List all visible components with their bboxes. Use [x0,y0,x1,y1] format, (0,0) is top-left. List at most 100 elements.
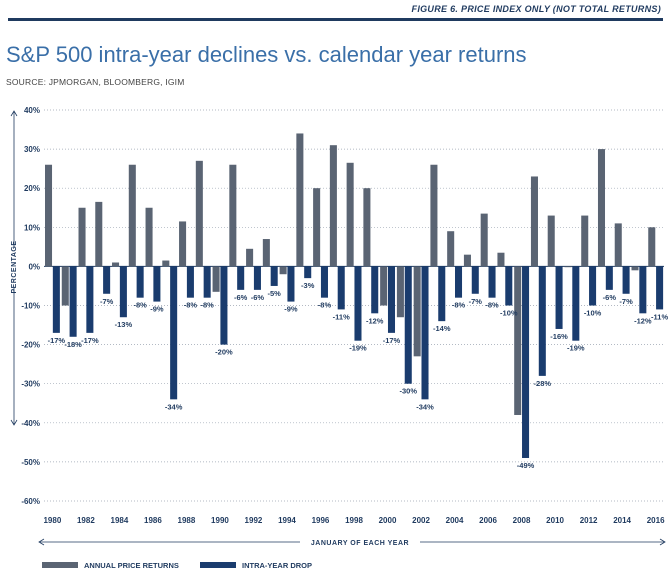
y-tick-label: 30% [24,145,40,154]
bar-annual-return [262,239,270,267]
bar-data-label: -9% [150,305,164,314]
bar-data-label: -9% [284,305,298,314]
x-tick-label: 1988 [178,516,196,525]
bar-intra-year-drop [103,266,111,294]
grid-layer [44,109,664,502]
y-tick-label: -40% [21,419,40,428]
bar-intra-year-drop [371,266,379,314]
bar-intra-year-drop [220,266,228,345]
bar-annual-return [497,252,505,267]
y-tick-label: 0% [28,262,40,271]
y-tick-label: -50% [21,458,40,467]
x-tick-label: 1990 [211,516,229,525]
bar-annual-return [229,164,237,267]
bar-data-label: -30% [399,387,417,396]
bar-annual-return [514,266,522,415]
y-tick-label: 40% [24,106,40,115]
bar-data-label: -34% [165,402,183,411]
bar-labels: -17% -18% -17%-7%-13%-8% -9%-34%-8% -8%-20%-… [48,281,669,470]
x-axis-arrowhead-left [38,538,45,546]
legend-swatch-intra [200,562,236,568]
bar-annual-return [195,160,203,267]
x-tick-label: 2000 [379,516,397,525]
bar-annual-return [313,188,321,267]
bar-intra-year-drop [270,266,278,286]
bar-intra-year-drop [555,266,563,329]
bar-intra-year-drop [337,266,345,310]
bar-annual-return [179,221,187,267]
y-axis-arrowhead-up [10,110,18,117]
bar-annual-return [463,254,471,267]
bar-data-label: -20% [215,348,233,357]
bar-annual-return [128,164,136,267]
x-axis-arrowhead-right [659,538,666,546]
bar-intra-year-drop [354,266,362,341]
chart-title: S&P 500 intra-year declines vs. calendar… [6,42,527,67]
bar-data-label: -14% [433,324,451,333]
bar-intra-year-drop [589,266,597,306]
bar-intra-year-drop [253,266,261,290]
x-tick-label: 2004 [446,516,464,525]
x-tick-label: 2006 [479,516,497,525]
bar-intra-year-drop [656,266,664,310]
bar-annual-return [279,266,287,275]
legend-label-intra: INTRA-YEAR DROP [242,561,312,570]
bar-data-label: -19% [567,344,585,353]
bar-intra-year-drop [387,266,396,333]
bar-data-label: -7% [619,297,633,306]
y-tick-label: -20% [21,341,40,350]
bar-intra-year-drop [404,266,412,384]
legend-swatch-annual [42,562,78,568]
bar-annual-return [380,266,388,306]
bar-data-label: -5% [268,289,282,298]
bar-intra-year-drop [639,266,647,314]
bar-data-label: -11% [333,312,350,321]
top-rule [8,18,663,21]
bar-data-label: -6% [251,293,265,302]
bar-annual-return [614,223,622,267]
bar-intra-year-drop [186,266,194,298]
bar-data-label: -10% [500,309,518,318]
y-tick-label: 10% [24,223,40,232]
bar-data-label: -18% [64,340,82,349]
x-tick-labels: 1980 1982 1984 1986 1988 1990 1992 1994 1996 1998… [43,516,665,525]
bar-data-label: -8% [133,301,147,310]
bar-annual-return [162,260,170,267]
bar-data-label: -6% [603,293,617,302]
bar-intra-year-drop [237,266,245,290]
bar-annual-return [597,149,606,267]
bar-intra-year-drop [203,266,211,298]
bar-annual-return [112,262,120,267]
bar-intra-year-drop [471,266,479,294]
x-tick-label: 1982 [77,516,95,525]
bar-intra-year-drop [438,266,446,322]
bars [45,133,664,458]
bar-annual-return [61,266,69,306]
y-tick-label: 20% [24,184,40,193]
bar-data-label: -17% [81,336,99,345]
bar-data-label: -8% [318,301,332,310]
bar-data-label: -17% [48,336,66,345]
bar-annual-return [78,207,86,267]
bar-annual-return [346,162,354,267]
y-tick-labels: 40% 30% 20% 10% 0% -10% -20% -30% -40% -50% -60% [21,106,40,506]
bar-intra-year-drop [320,266,328,298]
x-tick-label: 1986 [144,516,162,525]
x-tick-label: 2002 [412,516,430,525]
bar-annual-return [480,213,488,267]
bar-data-label: -8% [200,301,214,310]
y-tick-label: -10% [21,302,40,311]
x-tick-label: 2008 [513,516,531,525]
bar-intra-year-drop [304,266,312,279]
bar-annual-return [296,133,304,267]
bar-intra-year-drop [136,266,144,298]
x-tick-label: 1984 [111,516,129,525]
bar-data-label: -12% [634,316,652,325]
bar-intra-year-drop [455,266,463,298]
bar-annual-return [648,227,656,267]
bar-annual-return [246,248,254,267]
bar-data-label: -3% [301,281,315,290]
bar-annual-return [631,266,639,271]
bar-intra-year-drop [119,266,127,318]
bar-data-label: -16% [550,332,568,341]
